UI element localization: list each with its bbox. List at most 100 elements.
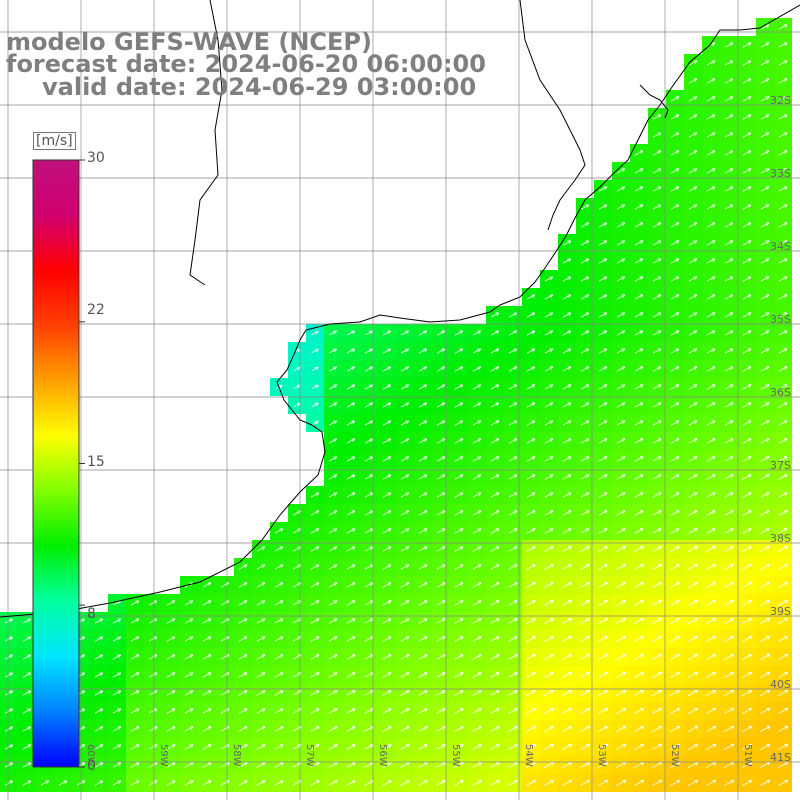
wind-vector-arrow (418, 402, 428, 408)
wind-vector-arrow (598, 510, 608, 516)
wind-vector-arrow (778, 96, 788, 102)
wind-vector-arrow (454, 366, 464, 372)
wind-vector-arrow (688, 60, 698, 66)
wind-vector-arrow (112, 708, 122, 714)
wind-vector-arrow (418, 726, 428, 732)
wind-vector-arrow (778, 546, 789, 552)
wind-vector-arrow (526, 492, 536, 498)
wind-vector-arrow (472, 384, 482, 390)
wind-vector-arrow (383, 366, 392, 372)
wind-vector-arrow (472, 636, 482, 642)
wind-vector-arrow (490, 546, 500, 552)
wind-vector-arrow (454, 690, 464, 696)
wind-vector-arrow (562, 726, 573, 732)
wind-vector-arrow (437, 348, 446, 354)
wind-vector-arrow (544, 402, 554, 408)
wind-vector-arrow (706, 384, 716, 390)
wind-vector-arrow (688, 240, 698, 246)
wind-vector-arrow (688, 258, 698, 264)
wind-vector-arrow (544, 492, 554, 498)
wind-vector-arrow (256, 690, 266, 696)
wind-vector-arrow (256, 780, 266, 786)
wind-vector-arrow (724, 402, 734, 408)
wind-vector-arrow (256, 708, 266, 714)
wind-vector-arrow (634, 276, 644, 282)
wind-vector-arrow (778, 420, 788, 426)
wind-vector-arrow (778, 24, 788, 30)
wind-vector-arrow (382, 474, 392, 480)
wind-vector-arrow (436, 546, 446, 552)
colorbar-tick-0: 0 (87, 758, 96, 774)
wind-vector-arrow (634, 222, 644, 228)
wind-vector-arrow (651, 725, 663, 733)
wind-vector-arrow (616, 240, 626, 246)
wind-vector-arrow (616, 438, 626, 444)
wind-vector-arrow (580, 474, 590, 480)
wind-vector-arrow (598, 636, 609, 642)
wind-vector-arrow (454, 600, 464, 606)
lon-label: 53W (596, 744, 607, 767)
wind-vector-arrow (437, 330, 446, 336)
wind-vector-arrow (742, 132, 752, 138)
wind-vector-arrow (598, 222, 608, 228)
wind-vector-arrow (220, 690, 230, 696)
wind-vector-arrow (454, 654, 464, 660)
wind-vector-arrow (490, 474, 500, 480)
wind-vector-arrow (256, 654, 266, 660)
wind-vector-arrow (652, 690, 663, 696)
wind-vector-arrow (742, 438, 752, 444)
wind-vector-arrow (454, 474, 464, 480)
wind-vector-arrow (670, 420, 680, 426)
wind-vector-arrow (706, 330, 716, 336)
wind-vector-arrow (634, 348, 644, 354)
wind-vector-arrow (508, 492, 518, 498)
wind-vector-arrow (382, 780, 392, 786)
wind-vector-arrow (616, 204, 626, 210)
wind-vector-arrow (616, 348, 626, 354)
wind-vector-arrow (688, 492, 698, 498)
wind-vector-arrow (634, 402, 644, 408)
wind-vector-arrow (778, 312, 788, 318)
wind-vector-arrow (580, 600, 590, 606)
wind-vector-arrow (724, 618, 735, 624)
wind-vector-arrow (616, 582, 626, 588)
wind-vector-arrow (706, 348, 716, 354)
wind-vector-arrow (526, 780, 537, 786)
wind-vector-arrow (166, 690, 176, 696)
wind-vector-arrow (418, 474, 428, 480)
wind-vector-arrow (95, 618, 104, 624)
wind-vector-arrow (23, 708, 32, 714)
wind-vector-arrow (778, 186, 788, 192)
wind-vector-arrow (23, 618, 32, 624)
wind-vector-arrow (580, 618, 590, 624)
wind-vector-arrow (274, 726, 284, 732)
wind-vector-arrow (706, 636, 717, 642)
wind-vector-arrow (400, 438, 410, 444)
wind-vector-arrow (4, 726, 14, 732)
wind-vector-arrow (184, 708, 194, 714)
lon-label: 51W (742, 744, 753, 767)
wind-vector-arrow (329, 384, 338, 390)
wind-vector-arrow (670, 204, 680, 210)
wind-vector-arrow (778, 204, 788, 210)
wind-vector-arrow (400, 726, 410, 732)
wind-vector-arrow (454, 564, 464, 570)
wind-vector-arrow (759, 743, 771, 751)
wind-vector-arrow (472, 762, 482, 768)
wind-vector-arrow (615, 743, 627, 751)
colorbar-tick-8: 8 (87, 606, 96, 622)
wind-vector-arrow (94, 726, 104, 732)
wind-vector-arrow (418, 546, 428, 552)
wind-vector-arrow (238, 618, 248, 624)
wind-vector-arrow (760, 60, 770, 66)
wind-vector-arrow (202, 654, 212, 660)
wind-vector-arrow (742, 186, 752, 192)
wind-vector-arrow (760, 384, 770, 390)
wind-vector-arrow (616, 492, 626, 498)
wind-vector-arrow (256, 600, 266, 606)
wind-vector-arrow (760, 600, 771, 606)
wind-vector-arrow (472, 744, 482, 750)
wind-vector-arrow (670, 564, 680, 570)
wind-vector-arrow (418, 528, 428, 534)
wind-vector-arrow (670, 366, 680, 372)
